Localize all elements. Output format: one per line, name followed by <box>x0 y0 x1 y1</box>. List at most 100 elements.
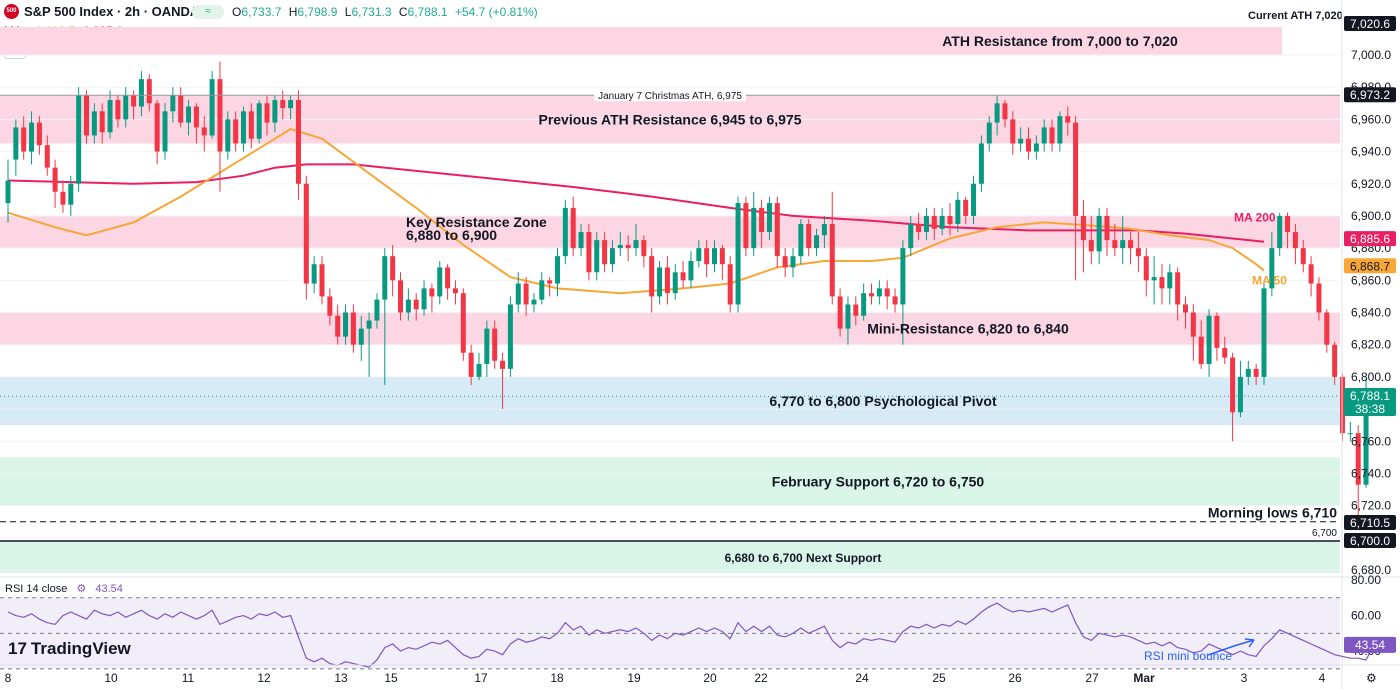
tradingview-logo[interactable]: 17 TradingView <box>8 639 131 659</box>
rsi-value-badge <box>1344 636 1396 653</box>
candle <box>876 288 882 297</box>
candle <box>1230 357 1236 413</box>
candle <box>366 320 372 329</box>
candle <box>1300 248 1306 265</box>
candle <box>1104 215 1110 241</box>
candle <box>900 248 906 305</box>
candle <box>884 288 890 297</box>
candle <box>1135 248 1141 257</box>
jan-ath-badge <box>1344 87 1396 103</box>
candle <box>853 304 859 316</box>
candle <box>1316 283 1322 313</box>
rsi-legend[interactable]: RSI 14 close ⚙ 43.54 <box>5 582 123 595</box>
candle <box>256 103 262 139</box>
candle <box>562 207 568 257</box>
candle <box>829 223 835 297</box>
candle <box>1261 288 1267 377</box>
candle <box>280 100 286 109</box>
candle <box>382 256 388 300</box>
candle <box>154 103 160 152</box>
candle <box>288 100 294 109</box>
candle <box>358 328 364 345</box>
candle <box>947 215 953 224</box>
last-price-badge-text: 6,788.1 <box>1350 389 1390 403</box>
ohlc-high-label: H <box>288 5 298 19</box>
candle <box>99 111 105 133</box>
candle <box>476 364 482 377</box>
rsi-settings-icon[interactable]: ⚙ <box>76 583 87 595</box>
x-tick-label: 25 <box>932 671 946 685</box>
candle <box>429 288 435 297</box>
morning-lows-label: Morning lows 6,710 <box>1208 505 1337 521</box>
x-tick-label: 10 <box>104 671 118 685</box>
candle <box>264 103 270 123</box>
candle <box>5 180 11 204</box>
candle <box>1222 347 1228 358</box>
rsi-annotation-arrowhead <box>1244 638 1255 648</box>
candle <box>963 199 969 216</box>
candle <box>248 111 254 139</box>
candle <box>1308 264 1314 284</box>
candle <box>609 248 615 265</box>
candle <box>1237 376 1243 413</box>
candle <box>814 235 820 249</box>
symbol-title[interactable]: S&P 500 Index · 2h · OANDA <box>24 4 200 19</box>
candle <box>241 111 246 144</box>
candle <box>484 328 490 364</box>
rsi-tick-label: 80.00 <box>1351 573 1381 587</box>
candle <box>131 95 137 107</box>
ath-badge-text: 7,020.6 <box>1350 17 1390 31</box>
ma200-badge-text: 6,885.6 <box>1350 232 1390 246</box>
candle <box>209 79 215 136</box>
candle <box>36 122 42 146</box>
candle <box>398 280 403 313</box>
candle <box>837 296 843 329</box>
morning-low-badge <box>1344 515 1396 530</box>
candle <box>1041 127 1047 144</box>
candle <box>390 256 396 281</box>
candle <box>1292 232 1298 249</box>
y-tick-label: 6,680.0 <box>1351 563 1391 577</box>
candle <box>955 199 961 224</box>
ohlc-low-label: L <box>344 5 352 19</box>
candle <box>452 288 458 294</box>
zone-ath-resistance <box>0 27 1282 55</box>
candle <box>766 203 772 233</box>
gear-icon[interactable]: ⚙ <box>1366 671 1377 685</box>
candle <box>225 119 231 152</box>
candle <box>1277 215 1283 249</box>
market-status-icon[interactable]: ≈ <box>192 5 224 19</box>
candle <box>13 127 19 160</box>
y-tick-label: 7,000.0 <box>1351 48 1391 62</box>
candle <box>1073 122 1079 216</box>
candle <box>1033 143 1039 152</box>
candle <box>335 315 341 337</box>
candles-layer <box>5 61 1369 522</box>
candle <box>492 328 498 361</box>
y-tick-label: 6,920.0 <box>1351 177 1391 191</box>
candle <box>107 100 113 133</box>
candle <box>84 95 89 136</box>
candle <box>806 223 812 249</box>
candle <box>1002 103 1008 120</box>
ohlc-low-value: 6,731.3 <box>351 5 392 19</box>
candle <box>178 95 184 123</box>
candle <box>1355 433 1361 485</box>
candle <box>986 122 992 144</box>
y-tick-label: 6,960.0 <box>1351 112 1391 126</box>
ma50-badge <box>1344 258 1396 274</box>
candle <box>1245 368 1251 377</box>
y-tick-label: 6,840.0 <box>1351 306 1391 320</box>
ma50-line <box>7 127 1265 295</box>
candle <box>1198 336 1204 364</box>
candle <box>374 299 380 321</box>
x-tick-label: 12 <box>257 671 271 685</box>
january-ath-label: January 7 Christmas ATH, 6,975 <box>598 91 742 102</box>
x-tick-label: 15 <box>384 671 398 685</box>
candle <box>319 264 325 297</box>
candle <box>994 103 1000 123</box>
candle <box>68 183 74 205</box>
ma200-badge <box>1344 231 1396 247</box>
